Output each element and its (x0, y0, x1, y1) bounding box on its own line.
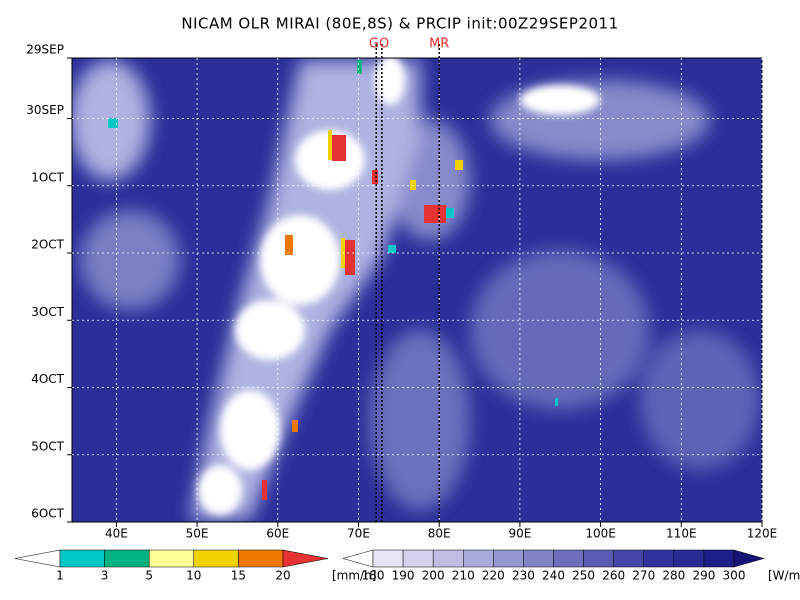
colorbar-under (342, 549, 374, 568)
colorbar-label: 200 (422, 569, 445, 583)
chart-title: NICAM OLR MIRAI (80E,8S) & PRCIP init:00… (181, 15, 618, 33)
x-tick-label: 120E (747, 527, 778, 541)
colorbar-label: 230 (512, 569, 535, 583)
colorbar-label: 270 (632, 569, 655, 583)
y-tick-label: 1OCT (31, 170, 64, 184)
colorbar-swatch (523, 549, 554, 568)
colorbar-swatch (703, 549, 735, 568)
colorbar-label: 260 (602, 569, 625, 583)
colorbar-swatch (493, 549, 524, 568)
colorbar-label: 280 (662, 569, 685, 583)
colorbar-label: 300 (723, 569, 746, 583)
y-tick-label: 2OCT (31, 238, 64, 252)
colorbar-label: 250 (572, 569, 595, 583)
colorbar-swatch (463, 549, 494, 568)
colorbar-swatch (613, 549, 645, 568)
colorbar-label: 220 (482, 569, 505, 583)
colorbar-swatch (238, 549, 284, 568)
x-tick-label: 80E (428, 527, 451, 541)
colorbar-label: 5 (145, 569, 153, 583)
marker-label: MR (429, 37, 449, 52)
colorbar-label: 210 (452, 569, 475, 583)
colorbar-swatch (148, 549, 195, 568)
colorbar-swatch (104, 549, 150, 568)
x-tick-label: 50E (186, 527, 209, 541)
colorbar-label: 1 (56, 569, 64, 583)
colorbar-label: 10 (186, 569, 201, 583)
y-tick-label: 5OCT (31, 439, 64, 453)
x-tick-label: 100E (585, 527, 616, 541)
colorbar-label: 20 (275, 569, 290, 583)
y-tick-label: 6OCT (31, 507, 64, 521)
colorbar-swatch (402, 549, 434, 568)
colorbar-label: 240 (542, 569, 565, 583)
precip-field (108, 60, 558, 500)
colorbar-under (14, 549, 61, 568)
y-tick-label: 29SEP (26, 43, 64, 57)
colorbar-label: 3 (101, 569, 109, 583)
colorbar-swatch (643, 549, 675, 568)
colorbar-over (282, 549, 329, 568)
colorbar-label: 190 (392, 569, 415, 583)
y-tick-label: 3OCT (31, 305, 64, 319)
colorbar-swatch (583, 549, 614, 568)
colorbar-unit: [mm/h] (332, 569, 376, 583)
colorbar-swatch (372, 549, 404, 568)
colorbar-swatch (673, 549, 705, 568)
colorbar-over (733, 549, 765, 568)
colorbar-label: 290 (692, 569, 715, 583)
y-tick-label: 4OCT (31, 372, 64, 386)
x-tick-label: 60E (266, 527, 289, 541)
colorbar-unit: [W/m^2] (768, 569, 800, 583)
x-tick-label: 90E (508, 527, 531, 541)
colorbar-swatch (59, 549, 105, 568)
y-tick-label: 30SEP (26, 103, 64, 117)
colorbar-label: 15 (231, 569, 246, 583)
colorbar-label: 180 (362, 569, 385, 583)
x-tick-label: 70E (347, 527, 370, 541)
colorbar-swatch (193, 549, 239, 568)
olr-field (72, 58, 762, 522)
colorbar-swatch (553, 549, 584, 568)
x-tick-label: 40E (105, 527, 128, 541)
x-tick-label: 110E (666, 527, 697, 541)
colorbar-swatch (432, 549, 464, 568)
marker-label: GO (369, 37, 389, 52)
